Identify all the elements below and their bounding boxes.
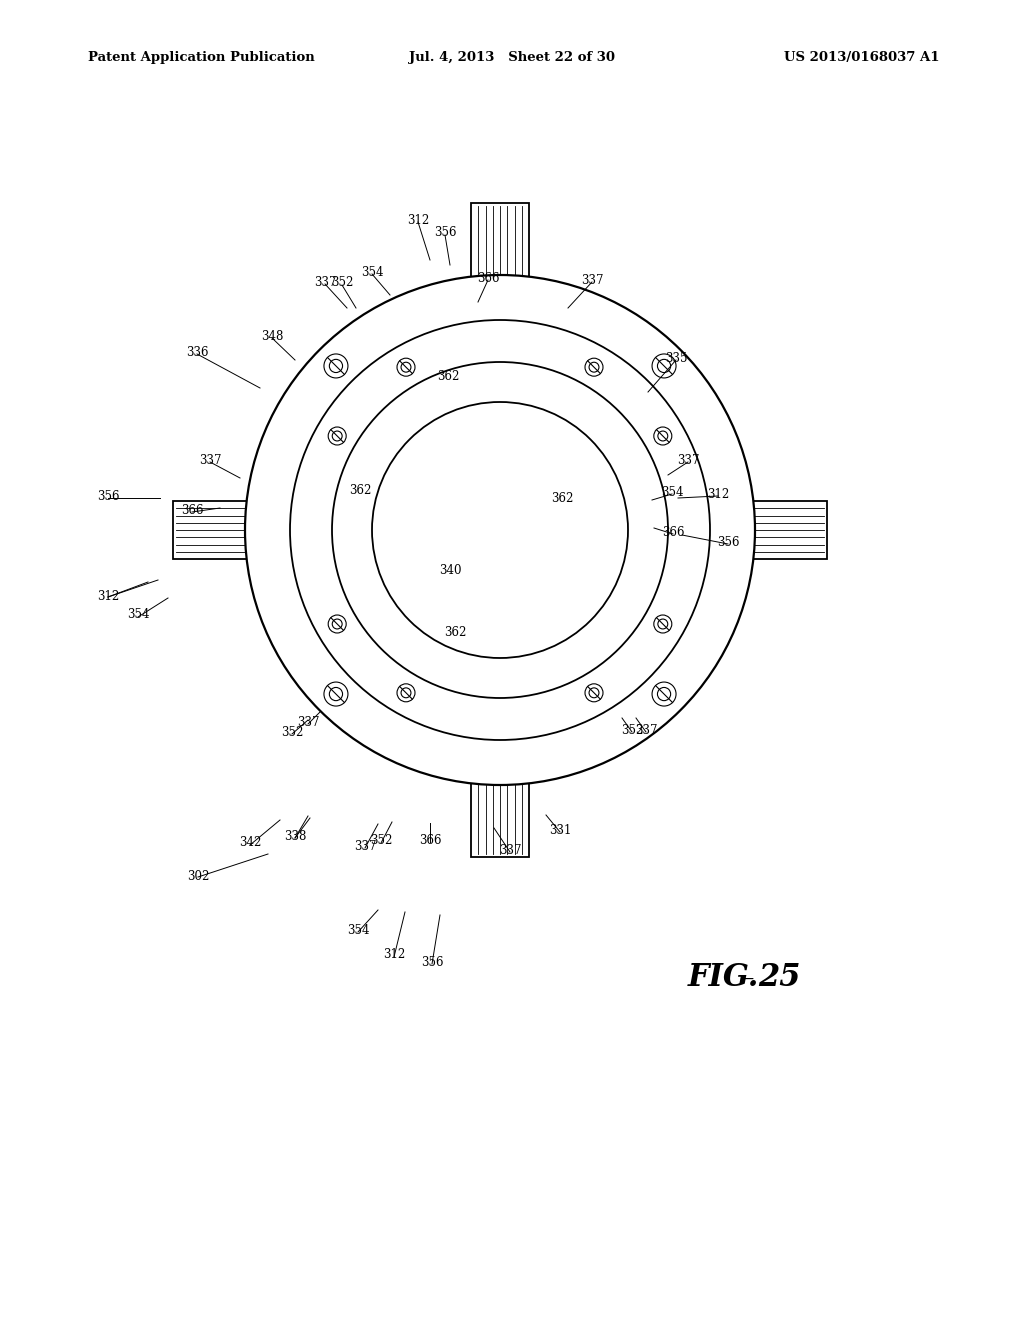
Text: 354: 354 <box>660 486 683 499</box>
Text: 312: 312 <box>407 214 429 227</box>
Text: 356: 356 <box>96 490 119 503</box>
Text: 336: 336 <box>185 346 208 359</box>
FancyBboxPatch shape <box>484 696 516 734</box>
Text: 352: 352 <box>370 834 392 847</box>
Circle shape <box>657 619 668 628</box>
Circle shape <box>330 359 343 372</box>
Text: 342: 342 <box>239 837 261 850</box>
Circle shape <box>372 403 628 657</box>
FancyBboxPatch shape <box>484 326 516 364</box>
Circle shape <box>245 275 755 785</box>
Circle shape <box>397 358 415 376</box>
Text: 337: 337 <box>353 840 376 853</box>
Text: 337: 337 <box>297 715 319 729</box>
Text: 312: 312 <box>707 487 729 500</box>
Circle shape <box>332 432 342 441</box>
FancyBboxPatch shape <box>296 513 334 546</box>
FancyBboxPatch shape <box>173 502 253 558</box>
Circle shape <box>372 403 628 657</box>
Text: 348: 348 <box>261 330 284 342</box>
Text: 337: 337 <box>581 273 603 286</box>
Circle shape <box>332 619 342 628</box>
Circle shape <box>372 403 628 657</box>
Text: 366: 366 <box>419 833 441 846</box>
Circle shape <box>401 362 411 372</box>
Text: 352: 352 <box>331 276 353 289</box>
Text: 356: 356 <box>434 227 457 239</box>
Circle shape <box>657 432 668 441</box>
Text: 337: 337 <box>635 723 657 737</box>
Text: 335: 335 <box>665 351 687 364</box>
Circle shape <box>330 688 343 701</box>
Text: 366: 366 <box>181 503 203 516</box>
Text: 356: 356 <box>717 536 739 549</box>
Circle shape <box>324 354 348 378</box>
Circle shape <box>589 362 599 372</box>
Text: 337: 337 <box>499 843 521 857</box>
Circle shape <box>652 354 676 378</box>
Circle shape <box>401 688 411 698</box>
Text: 356: 356 <box>421 956 443 969</box>
Text: 362: 362 <box>437 371 459 384</box>
Circle shape <box>332 362 668 698</box>
Circle shape <box>657 359 671 372</box>
Text: 366: 366 <box>477 272 500 285</box>
Text: 337: 337 <box>199 454 221 466</box>
Circle shape <box>653 615 672 634</box>
Text: 354: 354 <box>127 609 150 622</box>
Text: Jul. 4, 2013   Sheet 22 of 30: Jul. 4, 2013 Sheet 22 of 30 <box>409 51 615 65</box>
FancyBboxPatch shape <box>471 203 529 282</box>
Text: 366: 366 <box>662 525 684 539</box>
Text: US 2013/0168037 A1: US 2013/0168037 A1 <box>784 51 940 65</box>
Text: 338: 338 <box>284 829 306 842</box>
Circle shape <box>328 426 346 445</box>
Text: 312: 312 <box>97 590 119 603</box>
Text: –: – <box>742 966 755 990</box>
Text: 331: 331 <box>549 824 571 837</box>
FancyBboxPatch shape <box>746 502 827 558</box>
FancyBboxPatch shape <box>471 777 529 857</box>
Text: 312: 312 <box>383 949 406 961</box>
Text: 337: 337 <box>313 276 336 289</box>
Circle shape <box>332 362 668 698</box>
Circle shape <box>245 275 755 785</box>
Text: 337: 337 <box>677 454 699 466</box>
Circle shape <box>657 688 671 701</box>
Text: FIG.: FIG. <box>688 962 760 994</box>
Text: 362: 362 <box>443 626 466 639</box>
Text: 362: 362 <box>349 483 371 496</box>
Circle shape <box>328 615 346 634</box>
Circle shape <box>324 682 348 706</box>
Circle shape <box>585 358 603 376</box>
Circle shape <box>585 684 603 702</box>
FancyBboxPatch shape <box>666 513 705 546</box>
Text: 362: 362 <box>551 491 573 504</box>
Circle shape <box>653 426 672 445</box>
Text: 25: 25 <box>758 962 801 994</box>
Text: 354: 354 <box>360 265 383 279</box>
Text: 302: 302 <box>186 870 209 883</box>
Text: 354: 354 <box>347 924 370 936</box>
Text: 352: 352 <box>281 726 303 738</box>
Circle shape <box>652 682 676 706</box>
Text: 352: 352 <box>621 723 643 737</box>
Circle shape <box>240 271 760 789</box>
Circle shape <box>589 688 599 698</box>
Text: 340: 340 <box>438 564 461 577</box>
Text: Patent Application Publication: Patent Application Publication <box>88 51 314 65</box>
Circle shape <box>397 684 415 702</box>
